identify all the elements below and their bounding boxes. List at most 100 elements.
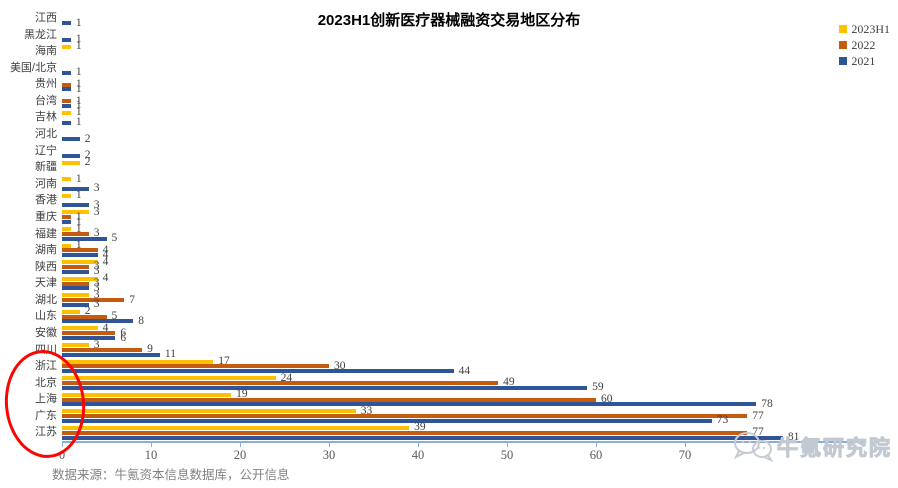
bar-2022 — [62, 215, 71, 220]
bar-value-label: 9 — [147, 343, 153, 356]
bar-value-label: 4 — [102, 248, 109, 261]
chart-row: 2 5 8 — [62, 305, 863, 327]
chart-row: 19 60 78 — [62, 388, 863, 410]
bar-2022 — [62, 397, 596, 402]
bar-2021 — [62, 402, 757, 407]
category-label: 湖北 — [35, 293, 57, 306]
bar-value-label: 1 — [75, 116, 82, 129]
bar-2021 — [62, 253, 98, 258]
x-axis-tick — [685, 443, 686, 447]
bar-value-label: 1 — [75, 172, 82, 185]
bar-value-label: 1 — [75, 82, 82, 95]
bar-2023H1 — [62, 210, 89, 215]
category-label: 福建 — [35, 227, 57, 240]
bar-value-label: 4 — [102, 243, 109, 256]
category-label: 贵州 — [35, 78, 57, 91]
chart-row: 3 9 11 — [62, 339, 863, 361]
bar-2023H1 — [62, 276, 98, 281]
bar-value-label: 6 — [120, 326, 127, 339]
bar-value-label: 49 — [503, 376, 515, 389]
bar-2021 — [62, 87, 71, 92]
bar-2021 — [62, 369, 454, 374]
category-label: 江西 — [35, 12, 57, 24]
legend-item-2022: 2022 — [839, 38, 890, 52]
bar-2022 — [62, 331, 116, 336]
bar-2021 — [62, 418, 712, 423]
bar-2023H1 — [62, 359, 214, 364]
x-axis-line — [62, 441, 864, 443]
bar-value-label: 81 — [787, 431, 800, 443]
bar-value-label: 77 — [752, 409, 764, 422]
bar-value-label: 44 — [458, 364, 471, 377]
bar-2022 — [62, 364, 329, 369]
legend: 2023H1 2022 2021 — [839, 22, 890, 70]
bar-value-label: 1 — [75, 94, 82, 107]
x-axis-tick-label: 40 — [411, 448, 425, 462]
bar-2023H1 — [62, 309, 80, 314]
category-label: 新疆 — [35, 161, 57, 174]
x-axis-tick — [151, 443, 152, 447]
x-axis-tick — [418, 443, 419, 447]
legend-swatch-2023h1-icon — [839, 25, 848, 33]
bar-value-label: 24 — [280, 371, 293, 384]
chart-row: 2 — [62, 156, 863, 176]
legend-item-2021: 2021 — [839, 54, 890, 68]
category-label: 美国/北京 — [9, 61, 57, 74]
bar-value-label: 11 — [164, 348, 176, 361]
x-axis-tick-label: 70 — [678, 448, 692, 462]
category-axis: 江西 黑龙江 海南 美国/北京 贵州 台湾 吉林 河北 辽宁 新疆 河南 香港 重庆 福建 湖南 陕西 天津 湖北… — [0, 10, 57, 441]
x-axis-tick-label: 50 — [500, 448, 514, 462]
category-label: 河南 — [35, 177, 57, 190]
bar-2023H1 — [62, 44, 71, 49]
category-label: 香港 — [35, 194, 57, 207]
chart-row: 2 — [62, 143, 863, 161]
chart-row: 1 — [62, 27, 863, 46]
bar-2021 — [62, 21, 71, 26]
category-label: 陕西 — [35, 260, 57, 273]
bar-value-label: 1 — [75, 239, 82, 252]
bar-2021 — [62, 319, 134, 324]
bar-value-label: 6 — [120, 331, 127, 344]
bar-value-label: 3 — [93, 265, 100, 278]
bar-value-label: 77 — [752, 426, 764, 439]
bar-2023H1 — [62, 160, 80, 165]
watermark: 牛氪研究院 — [731, 429, 892, 465]
category-label: 山东 — [35, 310, 57, 323]
bar-value-label: 1 — [75, 222, 82, 235]
bar-value-label: 1 — [75, 40, 82, 53]
x-axis-tick — [596, 443, 597, 447]
bar-value-label: 3 — [93, 205, 100, 218]
bar-2023H1 — [62, 409, 356, 414]
chart-row: 24 49 59 — [62, 371, 863, 393]
bar-value-label: 3 — [93, 298, 100, 311]
chart-row: 33 77 73 — [62, 405, 863, 426]
bar-value-label: 4 — [102, 321, 109, 334]
bar-value-label: 4 — [102, 272, 109, 285]
bar-2022 — [62, 248, 98, 253]
x-axis-tick-label: 60 — [589, 448, 603, 462]
legend-label: 2022 — [851, 37, 876, 52]
bar-value-label: 1 — [75, 99, 82, 112]
bar-2021 — [62, 120, 71, 125]
bar-2023H1 — [62, 260, 98, 265]
bar-value-label: 1 — [75, 78, 82, 91]
category-label: 吉林 — [35, 111, 57, 124]
chart-row: 1 — [62, 40, 863, 60]
source-note: 数据来源：牛氪资本信息数据库，公开信息 — [52, 468, 290, 482]
bar-2021 — [62, 220, 71, 224]
category-label: 广东 — [35, 409, 57, 422]
bar-value-label: 5 — [111, 232, 118, 245]
bar-value-label: 1 — [75, 33, 82, 46]
